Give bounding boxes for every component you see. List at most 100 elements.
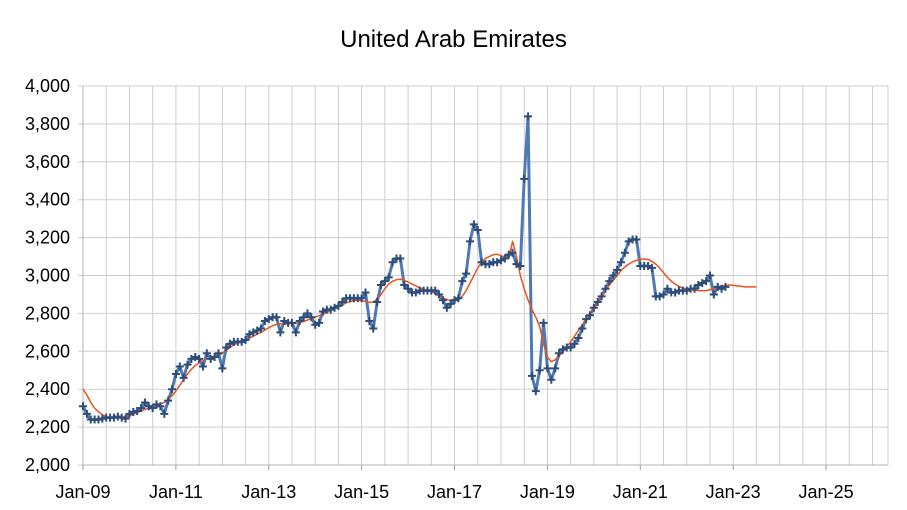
- data-point-marker: [500, 254, 509, 263]
- data-point-marker: [632, 235, 641, 244]
- data-point-marker: [702, 277, 711, 286]
- data-point-marker: [82, 409, 91, 418]
- x-tick-label: Jan-19: [520, 482, 575, 502]
- y-tick-label: 2,600: [25, 341, 70, 361]
- data-point-marker: [709, 290, 718, 299]
- data-point-marker: [396, 254, 405, 263]
- data-point-marker: [601, 284, 610, 293]
- data-point-marker: [551, 364, 560, 373]
- data-point-marker: [566, 343, 575, 352]
- data-point-marker: [303, 309, 312, 318]
- data-point-marker: [597, 292, 606, 301]
- data-point-marker: [160, 409, 169, 418]
- data-point-marker: [647, 263, 656, 272]
- x-tick-labels: Jan-09 Jan-11 Jan-13 Jan-15 Jan-17 Jan-19 Jan-…: [55, 482, 853, 502]
- data-point-marker: [148, 404, 157, 413]
- axes: [82, 86, 888, 470]
- data-point-marker: [276, 328, 285, 337]
- data-point-marker: [307, 313, 316, 322]
- data-point-marker: [361, 288, 370, 297]
- data-point-marker: [257, 324, 266, 333]
- data-point-marker: [527, 371, 536, 380]
- data-point-marker: [555, 349, 564, 358]
- data-point-marker: [380, 277, 389, 286]
- data-point-marker: [690, 284, 699, 293]
- data-point-marker: [609, 271, 618, 280]
- data-point-marker: [539, 318, 548, 327]
- data-point-marker: [357, 294, 366, 303]
- data-point-marker: [535, 366, 544, 375]
- data-point-marker: [287, 318, 296, 327]
- data-point-marker: [705, 271, 714, 280]
- data-point-marker: [369, 324, 378, 333]
- data-point-marker: [175, 362, 184, 371]
- data-point-marker: [585, 311, 594, 320]
- data-point-marker: [466, 237, 475, 246]
- data-point-marker: [365, 316, 374, 325]
- data-point-marker: [168, 385, 177, 394]
- data-point-marker: [79, 402, 87, 411]
- data-point-marker: [454, 294, 463, 303]
- data-point-marker: [520, 174, 529, 183]
- data-point-marker: [183, 360, 192, 369]
- y-tick-label: 3,800: [25, 114, 70, 134]
- data-point-marker: [210, 352, 219, 361]
- y-tick-label: 2,400: [25, 379, 70, 399]
- y-tick-label: 3,000: [25, 266, 70, 286]
- data-point-marker: [458, 277, 467, 286]
- data-point-marker: [241, 335, 250, 344]
- data-point-marker: [605, 277, 614, 286]
- y-tick-label: 3,400: [25, 190, 70, 210]
- x-tick-label: Jan-09: [55, 482, 110, 502]
- x-tick-label: Jan-21: [613, 482, 668, 502]
- data-point-marker: [218, 364, 227, 373]
- data-point-marker: [179, 373, 188, 382]
- data-point-marker: [582, 315, 591, 324]
- x-tick-label: Jan-11: [149, 482, 203, 502]
- data-point-marker: [164, 396, 173, 405]
- data-point-marker: [156, 402, 165, 411]
- data-point-marker: [578, 324, 587, 333]
- data-point-marker: [570, 339, 579, 348]
- data-point-marker: [589, 303, 598, 312]
- data-point-marker: [404, 284, 413, 293]
- data-point-marker: [214, 349, 223, 358]
- data-point-marker: [543, 364, 552, 373]
- data-point-marker: [388, 258, 397, 267]
- data-point-marker: [338, 298, 347, 307]
- data-point-marker: [121, 414, 130, 423]
- data-point-marker: [469, 220, 478, 229]
- data-point-marker: [384, 273, 393, 282]
- data-point-marker: [438, 296, 447, 305]
- gridlines: [78, 85, 889, 466]
- data-point-marker: [721, 282, 730, 291]
- x-tick-label: Jan-25: [799, 482, 854, 502]
- data-point-marker: [431, 286, 440, 295]
- data-point-marker: [377, 280, 386, 289]
- y-tick-label: 2,000: [25, 455, 70, 475]
- data-point-marker: [435, 290, 444, 299]
- data-point-marker: [524, 112, 533, 121]
- y-tick-label: 3,600: [25, 152, 70, 172]
- x-tick-label: Jan-17: [427, 482, 482, 502]
- data-point-marker: [202, 349, 211, 358]
- data-point-marker: [574, 334, 583, 343]
- data-point-marker: [140, 398, 149, 407]
- chart-title: United Arab Emirates: [340, 26, 567, 53]
- data-point-marker: [400, 280, 409, 289]
- data-point-marker: [299, 313, 308, 322]
- data-point-marker: [222, 343, 231, 352]
- y-tick-label: 3,200: [25, 228, 70, 248]
- data-point-marker: [516, 262, 525, 271]
- y-tick-label: 4,000: [25, 76, 70, 96]
- data-point-marker: [198, 362, 207, 371]
- data-point-marker: [334, 301, 343, 310]
- x-tick-label: Jan-15: [334, 482, 389, 502]
- data-point-marker: [659, 290, 668, 299]
- data-point-marker: [613, 265, 622, 274]
- data-point-marker: [547, 375, 556, 384]
- data-point-marker: [291, 328, 300, 337]
- data-point-marker: [620, 248, 629, 257]
- data-point-marker: [171, 370, 180, 379]
